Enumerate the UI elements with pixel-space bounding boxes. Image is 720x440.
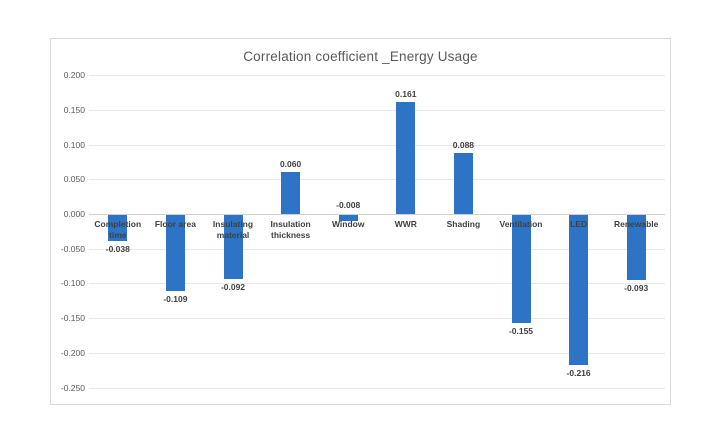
y-axis-tick-label: 0.100 — [63, 139, 85, 150]
x-category-label: WWR — [394, 219, 417, 229]
bar — [108, 215, 128, 242]
x-category-label: Insulating material — [212, 219, 254, 240]
x-category-label: Floor area — [154, 219, 196, 229]
bar — [338, 215, 358, 221]
bar-data-label: -0.093 — [624, 282, 649, 293]
x-category-label: Window — [331, 219, 365, 229]
bar-data-label: 0.088 — [452, 139, 475, 150]
bar-data-label: -0.008 — [336, 200, 361, 210]
y-axis-tick-label: 0.050 — [63, 174, 85, 185]
chart-panel: Correlation coefficient _Energy Usage 0.… — [50, 38, 671, 405]
gridline — [89, 318, 665, 320]
y-axis-tick-label: -0.100 — [60, 278, 85, 289]
bar-data-label: -0.155 — [508, 325, 534, 336]
x-category-label: Completion time — [94, 219, 142, 240]
chart-title: Correlation coefficient _Energy Usage — [243, 49, 478, 64]
x-category-label: LED — [570, 219, 588, 229]
y-axis-tick-label: 0.150 — [63, 104, 85, 115]
bar — [281, 172, 301, 214]
bar — [223, 215, 243, 279]
x-category-label: Shading — [446, 219, 481, 229]
bar — [569, 215, 589, 365]
y-axis-tick-label: -0.200 — [60, 347, 85, 358]
y-axis-tick-label: -0.050 — [60, 243, 85, 254]
x-category-label: Renewable — [613, 219, 659, 229]
x-axis-line — [89, 214, 665, 215]
y-axis-tick-label: -0.250 — [60, 382, 85, 393]
gridline — [89, 248, 665, 250]
gridline — [89, 387, 665, 389]
gridline — [89, 109, 665, 111]
gridline — [89, 75, 665, 77]
gridline — [89, 179, 665, 181]
bar — [396, 102, 416, 214]
bar-data-label: -0.038 — [105, 244, 130, 255]
gridline — [89, 144, 665, 146]
bar-data-label: 0.060 — [279, 159, 302, 170]
bar — [626, 215, 646, 280]
y-axis-tick-label: 0.000 — [63, 209, 85, 219]
y-axis-tick-label: 0.200 — [63, 70, 85, 81]
bar-data-label: -0.092 — [220, 281, 246, 292]
x-category-label: Ventilation — [499, 219, 543, 229]
bar-data-label: -0.216 — [566, 367, 591, 378]
bar — [165, 215, 185, 291]
y-axis-tick-label: -0.150 — [60, 313, 85, 324]
bar — [511, 215, 531, 323]
gridline — [89, 283, 665, 285]
x-category-label: Insulation thickness — [270, 219, 311, 240]
gridline — [89, 352, 665, 354]
bar-data-label: -0.109 — [163, 293, 188, 304]
bar-data-label: 0.161 — [395, 89, 417, 100]
bar — [453, 152, 473, 214]
